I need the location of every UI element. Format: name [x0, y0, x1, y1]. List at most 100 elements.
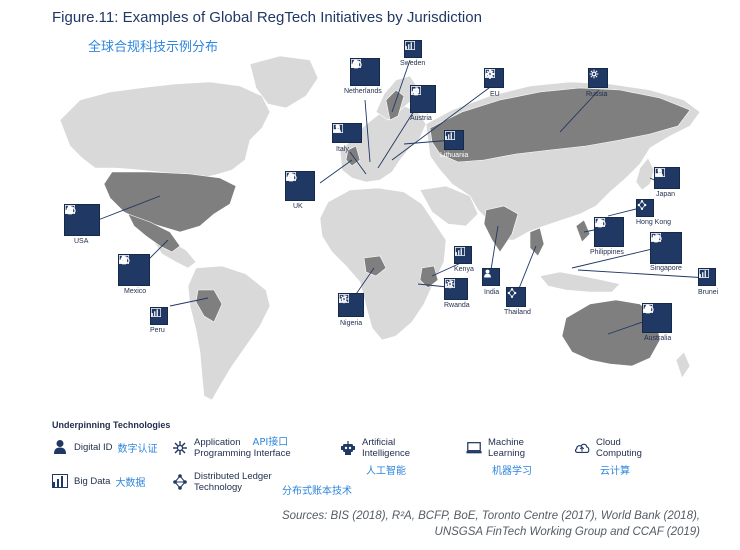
indonesia-shape — [539, 271, 621, 293]
distributed-ledger-icon — [172, 473, 188, 491]
legend-label-dlt-line1: Distributed Ledger — [194, 471, 272, 482]
legend-item-digital-id: Digital ID 数字认证 — [52, 438, 158, 456]
big-data-icon — [411, 86, 429, 110]
legend-label-ml-line2: Learning — [488, 448, 525, 459]
label-philippines: Philippines — [590, 249, 624, 256]
cloud-icon — [651, 234, 678, 259]
legend-item-api: Application API接口 Programming Interface — [172, 437, 291, 459]
digital-id-icon — [484, 269, 497, 282]
big-data-icon — [699, 269, 713, 282]
callout-brunei — [698, 268, 716, 286]
label-rwanda: Rwanda — [444, 302, 470, 309]
label-italy: Italy — [336, 146, 349, 153]
legend-cn-dlt: 分布式账本技术 — [282, 486, 352, 497]
ai-icon — [120, 255, 146, 269]
cloud-icon — [351, 60, 377, 83]
label-eu: EU — [490, 91, 500, 98]
legend-item-cloud: Cloud Computing — [574, 437, 642, 459]
legend-label-cloud: Cloud Computing — [596, 437, 642, 459]
middle-east-shape — [419, 185, 479, 227]
big-data-icon — [119, 255, 133, 281]
callout-thailand — [506, 287, 526, 307]
label-thailand: Thailand — [504, 309, 531, 316]
big-data-icon — [65, 205, 81, 231]
callout-philippines — [594, 217, 624, 247]
callout-singapore — [650, 232, 682, 264]
legend-label-ml-line1: Machine — [488, 437, 524, 448]
digital-id-icon — [52, 438, 68, 456]
leader-lines — [97, 59, 709, 335]
callout-uk — [285, 171, 315, 201]
legend-title: Underpinning Technologies — [52, 420, 171, 430]
sources-line-1: Sources: BIS (2018), R²A, BCFP, BoE, Tor… — [281, 510, 700, 522]
label-peru: Peru — [150, 327, 165, 334]
big-data-icon — [445, 131, 460, 145]
big-data-icon — [655, 168, 673, 189]
legend-label-ai-line1: Artificial — [362, 437, 396, 448]
big-data-icon — [485, 69, 500, 95]
south-america-shape — [187, 265, 271, 401]
greenland-shape — [249, 55, 319, 109]
legend-label-api-line1: Application — [194, 437, 241, 448]
label-sweden: Sweden — [400, 60, 426, 67]
big-data-icon — [151, 308, 165, 321]
legend-label-api: Application API接口 Programming Interface — [194, 437, 291, 459]
peru-region — [195, 289, 223, 323]
label-uk: UK — [293, 203, 303, 210]
cloud-icon — [595, 219, 621, 243]
legend-cn-cloud: 云计算 — [600, 466, 630, 477]
callout-sweden — [404, 40, 422, 58]
callout-italy — [332, 123, 362, 143]
legend-label-cloud-line1: Cloud — [596, 437, 621, 448]
ai-icon — [287, 172, 312, 185]
label-nigeria: Nigeria — [340, 320, 363, 327]
mexico-region — [127, 213, 181, 253]
europe-shape — [339, 105, 427, 183]
label-australia: Australia — [644, 335, 672, 342]
cloud-icon — [65, 206, 94, 231]
legend-label-cloud-line2: Computing — [596, 448, 642, 459]
callout-rwanda — [444, 278, 468, 300]
label-netherlands: Netherlands — [344, 88, 382, 95]
ai-icon — [652, 233, 678, 247]
big-data-icon — [595, 218, 608, 243]
callout-india — [482, 268, 500, 286]
digital-id-icon — [644, 304, 669, 317]
legend-label-api-line2: Programming Interface — [194, 448, 291, 459]
big-data-icon — [643, 304, 656, 329]
big-data-icon — [455, 247, 469, 260]
label-brunei: Brunei — [698, 289, 719, 296]
legend-label-ai: Artificial Intelligence — [362, 437, 410, 459]
callout-eu — [484, 68, 504, 88]
api-icon — [339, 294, 357, 304]
figure-title: Figure.11: Examples of Global RegTech In… — [52, 9, 482, 26]
sources-note: Sources: BIS (2018), R²A, BCFP, BoE, Tor… — [282, 508, 700, 540]
big-data-icon — [52, 472, 68, 490]
legend-label-dlt: Distributed Ledger Technology — [194, 471, 272, 493]
label-russia: Russia — [586, 91, 608, 98]
thailand-region — [529, 227, 545, 257]
legend-item-big-data: Big Data 大数据 — [52, 472, 145, 490]
japan-shape — [635, 157, 655, 191]
canada-shape — [59, 81, 271, 179]
api-icon — [172, 439, 188, 457]
legend-cn-ai: 人工智能 — [366, 466, 406, 477]
big-data-icon — [286, 172, 299, 197]
label-usa: USA — [74, 238, 89, 245]
legend-item-ml: Machine Learning — [466, 437, 525, 459]
distributed-ledger-icon — [637, 200, 651, 213]
world-map-svg — [59, 55, 709, 401]
callout-russia — [588, 68, 608, 88]
philippines-region — [575, 219, 591, 243]
label-lithuania: Lithuania — [440, 152, 469, 159]
legend-label-dlt-line2: Technology — [194, 482, 243, 493]
legend-cn-digital-id: 数字认证 — [117, 443, 158, 455]
callout-mexico — [118, 254, 150, 286]
india-region — [483, 205, 519, 253]
legend-label-ml: Machine Learning — [488, 437, 525, 459]
callout-kenya — [454, 246, 472, 264]
legend-cn-api: API接口 — [252, 437, 289, 448]
ai-icon — [340, 439, 356, 457]
legend-cn-ml: 机器学习 — [492, 466, 532, 477]
legend-label-ai-line2: Intelligence — [362, 448, 411, 459]
